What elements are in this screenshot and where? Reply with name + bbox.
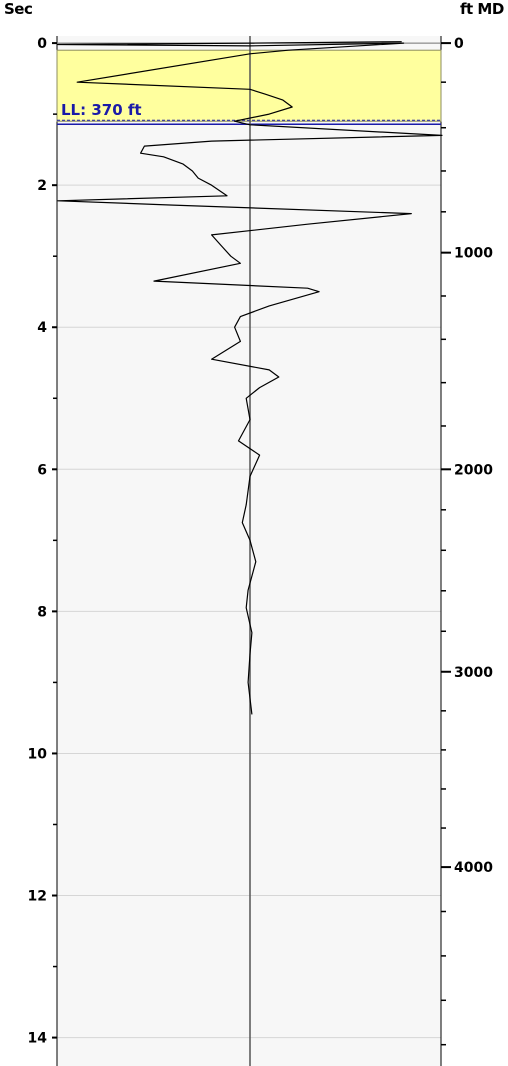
left-tick-label: 8 xyxy=(37,604,47,620)
right-tick-label: 1000 xyxy=(454,246,493,262)
left-axis-title: Sec xyxy=(4,0,33,18)
left-tick-label: 4 xyxy=(37,320,47,336)
left-tick-label: 6 xyxy=(37,462,47,478)
highlight-band xyxy=(56,49,442,122)
plot-background xyxy=(57,36,441,1066)
trace-line xyxy=(57,41,443,715)
right-tick-label: 3000 xyxy=(454,665,493,681)
left-tick-label: 12 xyxy=(28,889,47,905)
right-tick-label: 4000 xyxy=(454,860,493,876)
right-axis-title: ft MD xyxy=(460,0,504,18)
level-line-label: LL: 370 ft xyxy=(61,101,142,119)
left-tick-label: 10 xyxy=(28,746,48,762)
left-axis: 0 2 4 6 8 10 12 14 xyxy=(28,36,57,1047)
right-tick-label: 0 xyxy=(454,36,464,52)
trace-layer xyxy=(57,41,443,715)
right-axis: 0 1000 2000 3000 4000 xyxy=(441,36,493,1046)
left-tick-label: 14 xyxy=(28,1031,48,1047)
left-tick-label: 0 xyxy=(37,36,47,52)
right-tick-label: 2000 xyxy=(454,462,493,478)
left-tick-label: 2 xyxy=(37,178,47,194)
